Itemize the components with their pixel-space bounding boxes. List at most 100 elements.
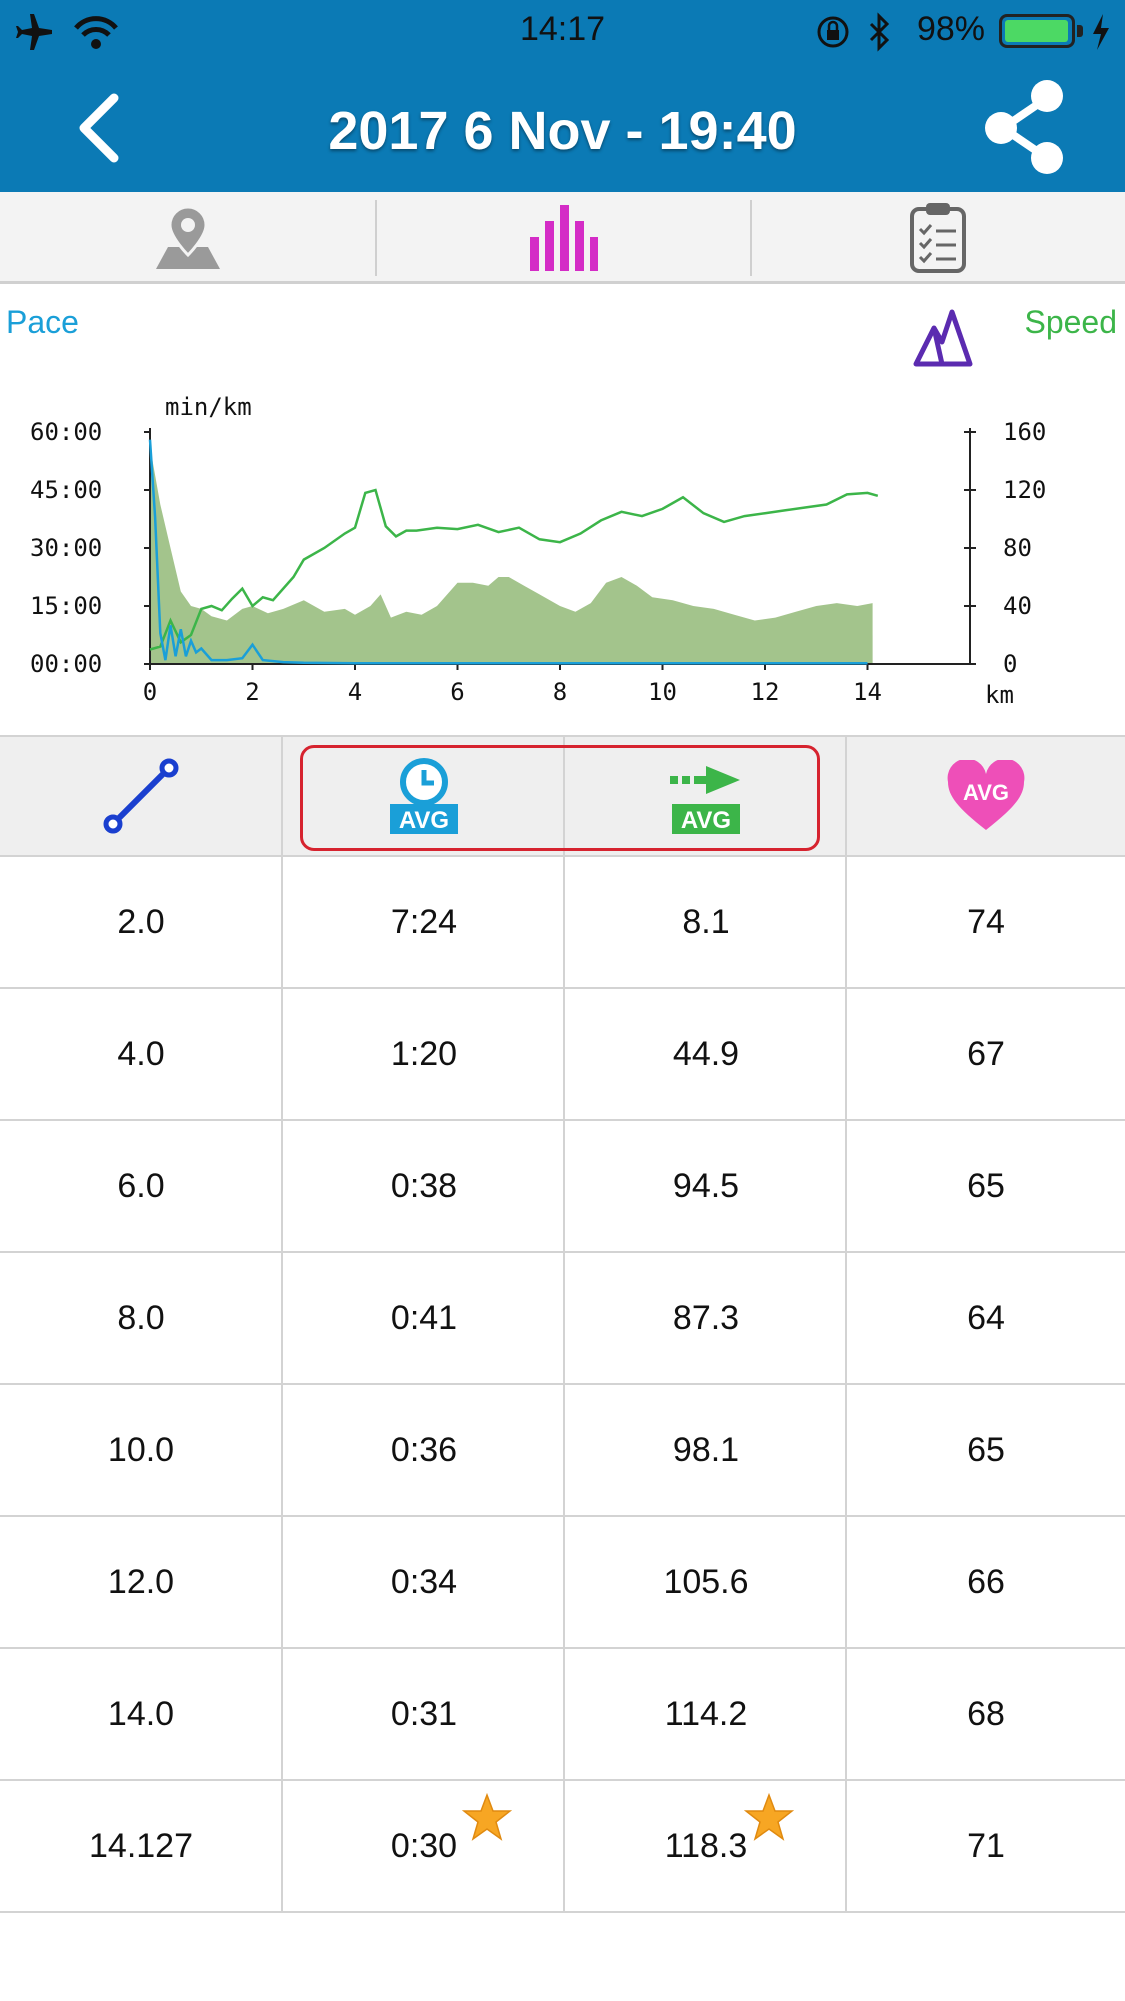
column-divider — [845, 1253, 847, 1383]
wifi-icon — [74, 16, 118, 49]
column-divider — [281, 1649, 283, 1779]
x-tick-label: 0 — [143, 678, 157, 706]
pace-speed-chart: min/km km 0 2 4 6 8 10 12 14 60:00 45:00 30:00 15:0… — [30, 393, 1046, 709]
cell-avg-speed: 105.6 — [663, 1562, 749, 1601]
left-axis-unit: min/km — [165, 393, 252, 421]
clipboard-checklist-icon — [909, 203, 966, 273]
avg-heart-rate-icon: AVG — [947, 760, 1025, 830]
cell-distance: 2.0 — [117, 902, 165, 941]
tab-map[interactable] — [0, 192, 375, 284]
status-left-icons — [14, 12, 124, 57]
cell-avg-heart-rate: 74 — [967, 902, 1005, 941]
column-divider — [281, 1253, 283, 1383]
cell-avg-time: 0:30 — [390, 1826, 458, 1865]
column-header-avg-speed[interactable]: AVG — [565, 737, 847, 855]
cell-distance: 10.0 — [107, 1430, 175, 1469]
avg-speed-icon: AVG — [670, 766, 740, 834]
pace-label[interactable]: Pace — [6, 304, 79, 340]
column-divider — [845, 1649, 847, 1779]
avg-badge-text: AVG — [963, 780, 1009, 805]
column-divider — [563, 1121, 565, 1251]
back-button[interactable] — [70, 88, 130, 168]
x-axis-unit: km — [985, 681, 1014, 709]
table-row: 12.0 0:34 105.6 66 — [0, 1517, 1125, 1649]
column-divider — [845, 1385, 847, 1515]
column-header-avg-time[interactable]: AVG — [283, 737, 565, 855]
avg-badge-text: AVG — [399, 807, 449, 834]
chevron-left-icon — [79, 93, 119, 163]
cell-avg-heart-rate: 65 — [967, 1166, 1005, 1205]
status-bar: 14:17 98% — [0, 0, 1125, 60]
share-button[interactable] — [975, 76, 1075, 176]
speed-label[interactable]: Speed — [1024, 304, 1117, 340]
table-row: 8.0 0:41 87.3 64 — [0, 1253, 1125, 1385]
cell-avg-speed: 94.5 — [672, 1166, 740, 1205]
cell-avg-speed: 87.3 — [672, 1298, 740, 1337]
column-divider — [563, 1253, 565, 1383]
mountain-icon — [913, 309, 973, 367]
cell-distance: 14.127 — [89, 1826, 193, 1865]
cell-avg-speed: 8.1 — [682, 902, 730, 941]
table-row: 4.0 1:20 44.9 67 — [0, 989, 1125, 1121]
tab-bar — [0, 192, 1125, 284]
tab-summary[interactable] — [750, 192, 1125, 284]
left-y-tick-label: 45:00 — [30, 476, 102, 504]
right-y-tick-label: 120 — [1003, 476, 1046, 504]
column-divider — [281, 989, 283, 1119]
table-row: 2.0 7:24 8.1 74 — [0, 857, 1125, 989]
column-divider — [563, 857, 565, 987]
orientation-lock-icon — [817, 16, 849, 48]
left-y-tick-label: 30:00 — [30, 534, 102, 562]
right-y-tick-label: 80 — [1003, 534, 1032, 562]
column-header-avg-heart-rate[interactable]: AVG — [847, 737, 1125, 855]
column-divider — [845, 1121, 847, 1251]
cell-avg-heart-rate: 68 — [967, 1694, 1005, 1733]
tab-charts[interactable] — [375, 192, 750, 284]
right-y-tick-label: 160 — [1003, 418, 1046, 446]
top-bar: 14:17 98% 2017 6 Nov - 1 — [0, 0, 1125, 192]
column-divider — [563, 1781, 565, 1911]
cell-avg-time: 0:36 — [390, 1430, 458, 1469]
column-divider — [845, 737, 847, 855]
right-y-tick-label: 0 — [1003, 650, 1017, 678]
best-star-icon — [462, 1793, 512, 1841]
cell-distance: 14.0 — [107, 1694, 175, 1733]
page-title: 2017 6 Nov - 19:40 — [328, 101, 797, 161]
cell-distance: 8.0 — [117, 1298, 165, 1337]
column-divider — [845, 1781, 847, 1911]
tab-divider — [375, 200, 377, 276]
avg-columns-highlight — [300, 745, 820, 851]
elevation-toggle-button[interactable] — [912, 308, 974, 370]
splits-table: AVG AVG AVG 2.0 7:24 8.1 74 4.0 1:20 44.9 67 6.0… — [0, 735, 1125, 1913]
column-divider — [281, 857, 283, 987]
cell-distance: 6.0 — [117, 1166, 165, 1205]
cell-avg-heart-rate: 64 — [967, 1298, 1005, 1337]
cell-avg-time: 1:20 — [390, 1034, 458, 1073]
left-y-tick-label: 15:00 — [30, 592, 102, 620]
bar-chart-icon — [529, 205, 598, 271]
column-divider — [563, 1649, 565, 1779]
elevation-area — [150, 446, 873, 664]
column-header-distance[interactable] — [0, 737, 282, 855]
x-tick-label: 4 — [348, 678, 362, 706]
table-body: 2.0 7:24 8.1 74 4.0 1:20 44.9 67 6.0 0:38 94.5 65 8.… — [0, 857, 1125, 1913]
bluetooth-icon — [869, 12, 890, 52]
cell-avg-time: 0:41 — [390, 1298, 458, 1337]
charging-icon — [1093, 14, 1109, 50]
battery-tip — [1077, 25, 1083, 37]
table-row: 14.127 0:30 118.3 71 — [0, 1781, 1125, 1913]
cell-avg-time: 7:24 — [390, 902, 458, 941]
cell-avg-heart-rate: 65 — [967, 1430, 1005, 1469]
cell-avg-speed: 44.9 — [672, 1034, 740, 1073]
table-row: 14.0 0:31 114.2 68 — [0, 1649, 1125, 1781]
cell-avg-speed: 98.1 — [672, 1430, 740, 1469]
left-y-tick-label: 00:00 — [30, 650, 102, 678]
cell-avg-time: 0:31 — [390, 1694, 458, 1733]
x-tick-label: 6 — [450, 678, 464, 706]
right-y-tick-label: 40 — [1003, 592, 1032, 620]
distance-line-icon — [103, 758, 179, 834]
battery-icon — [999, 14, 1075, 48]
column-divider — [563, 989, 565, 1119]
map-pin-icon — [155, 205, 220, 269]
battery-percentage: 98% — [916, 10, 985, 48]
